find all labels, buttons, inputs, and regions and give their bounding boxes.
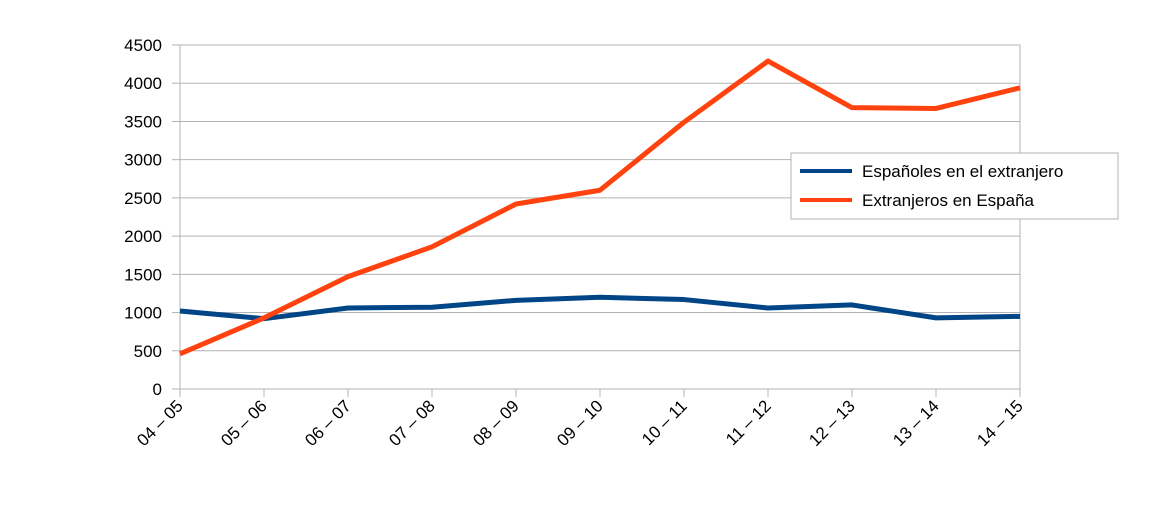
x-tick-label: 14 – 15	[973, 396, 1027, 450]
x-tick-label: 12 – 13	[805, 396, 859, 450]
x-tick-label: 04 – 05	[133, 396, 187, 450]
y-tick-label: 500	[134, 342, 162, 361]
x-tick-label: 11 – 12	[722, 396, 775, 449]
y-tick-label: 3500	[124, 112, 162, 131]
y-tick-label: 2500	[124, 189, 162, 208]
legend-box	[790, 152, 1119, 220]
y-tick-label: 1000	[124, 304, 162, 323]
series-line-1	[179, 58, 1021, 357]
y-tick-label: 0	[153, 380, 162, 399]
x-tick-label: 09 – 10	[553, 396, 607, 450]
y-tick-label: 3000	[124, 151, 162, 170]
series-lines	[179, 58, 1021, 357]
legend: Españoles en el extranjero Extranjeros e…	[790, 152, 1119, 220]
y-tick-label: 2000	[124, 227, 162, 246]
y-axis-ticks: 0 500 1000 1500 2000 2500 3000 3500 4000 4500	[124, 36, 180, 399]
series-line-0	[179, 294, 1021, 322]
legend-label-espanoles: Españoles en el extranjero	[862, 162, 1063, 181]
x-tick-label: 06 – 07	[301, 396, 355, 450]
x-tick-label: 07 – 08	[385, 396, 439, 450]
y-tick-label: 4000	[124, 74, 162, 93]
x-tick-label: 08 – 09	[469, 396, 523, 450]
legend-label-extranjeros: Extranjeros en España	[862, 191, 1035, 210]
x-tick-label: 10 – 11	[638, 396, 691, 449]
y-tick-label: 4500	[124, 36, 162, 55]
x-axis-ticks: 04 – 05 05 – 06 06 – 07 07 – 08 08 – 09 09 – …	[133, 389, 1027, 450]
y-tick-label: 1500	[124, 265, 162, 284]
x-tick-label: 13 – 14	[889, 396, 943, 450]
x-tick-label: 05 – 06	[217, 396, 271, 450]
